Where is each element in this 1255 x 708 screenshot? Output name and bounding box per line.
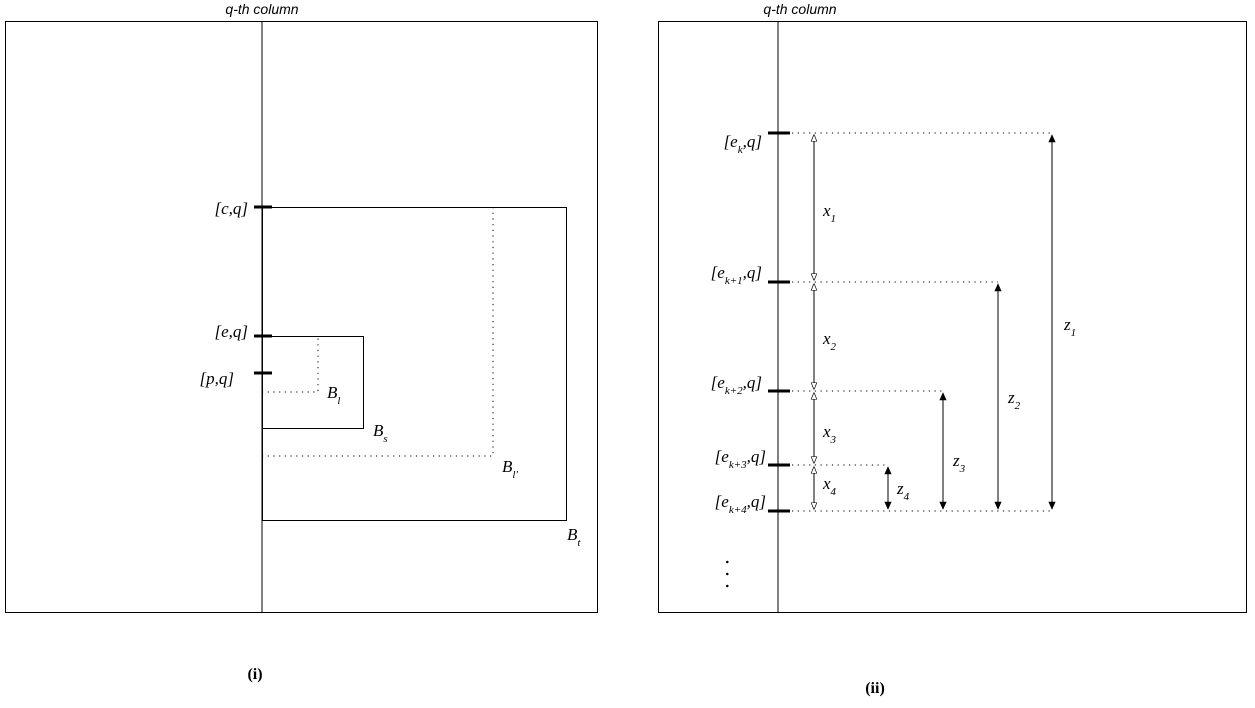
point-label-ek4: [ek+4,q] xyxy=(715,492,766,516)
continuation-ellipsis: ... xyxy=(722,560,739,596)
gap-label-x4: x4 xyxy=(822,474,837,498)
point-label-ek2: [ek+2,q] xyxy=(711,373,762,397)
caption-i: (i) xyxy=(247,666,262,683)
point-label-ek: [ek,q] xyxy=(724,132,762,156)
panel-ii: q-th column [ek,q] [ek+1,q] [ek+2,q] [ek… xyxy=(658,1,1247,697)
block-bs-outline xyxy=(262,336,364,429)
column-title-ii: q-th column xyxy=(763,1,836,17)
panel-i-frame xyxy=(5,21,598,613)
block-label-bt: Bt xyxy=(567,525,581,549)
gap-label-x1: x1 xyxy=(822,201,836,225)
block-label-bl: Bl xyxy=(327,383,340,407)
span-label-z4: z4 xyxy=(896,479,910,503)
block-bt-outline xyxy=(262,207,567,521)
span-label-z1: z1 xyxy=(1063,315,1076,339)
caption-ii: (ii) xyxy=(865,680,885,697)
block-label-bs: Bs xyxy=(373,421,388,445)
gap-label-x2: x2 xyxy=(822,329,837,353)
span-label-z2: z2 xyxy=(1007,388,1021,412)
block-bl-prime-outline xyxy=(262,207,494,457)
gap-label-x3: x3 xyxy=(822,422,837,446)
column-title-i: q-th column xyxy=(225,1,298,17)
block-label-bl-prime: Bl' xyxy=(502,457,518,481)
span-label-z3: z3 xyxy=(952,451,966,475)
point-label-e: [e,q] xyxy=(214,322,248,341)
block-bl-outline xyxy=(262,336,319,393)
point-label-c: [c,q] xyxy=(214,199,248,218)
point-label-ek1: [ek+1,q] xyxy=(711,263,762,287)
point-label-p: [p,q] xyxy=(200,369,235,388)
panel-i: q-th column [c,q] [e,q] [p,q] Bl Bs Bl' … xyxy=(5,1,598,683)
panel-ii-frame xyxy=(658,21,1247,613)
point-label-ek3: [ek+3,q] xyxy=(715,447,766,471)
